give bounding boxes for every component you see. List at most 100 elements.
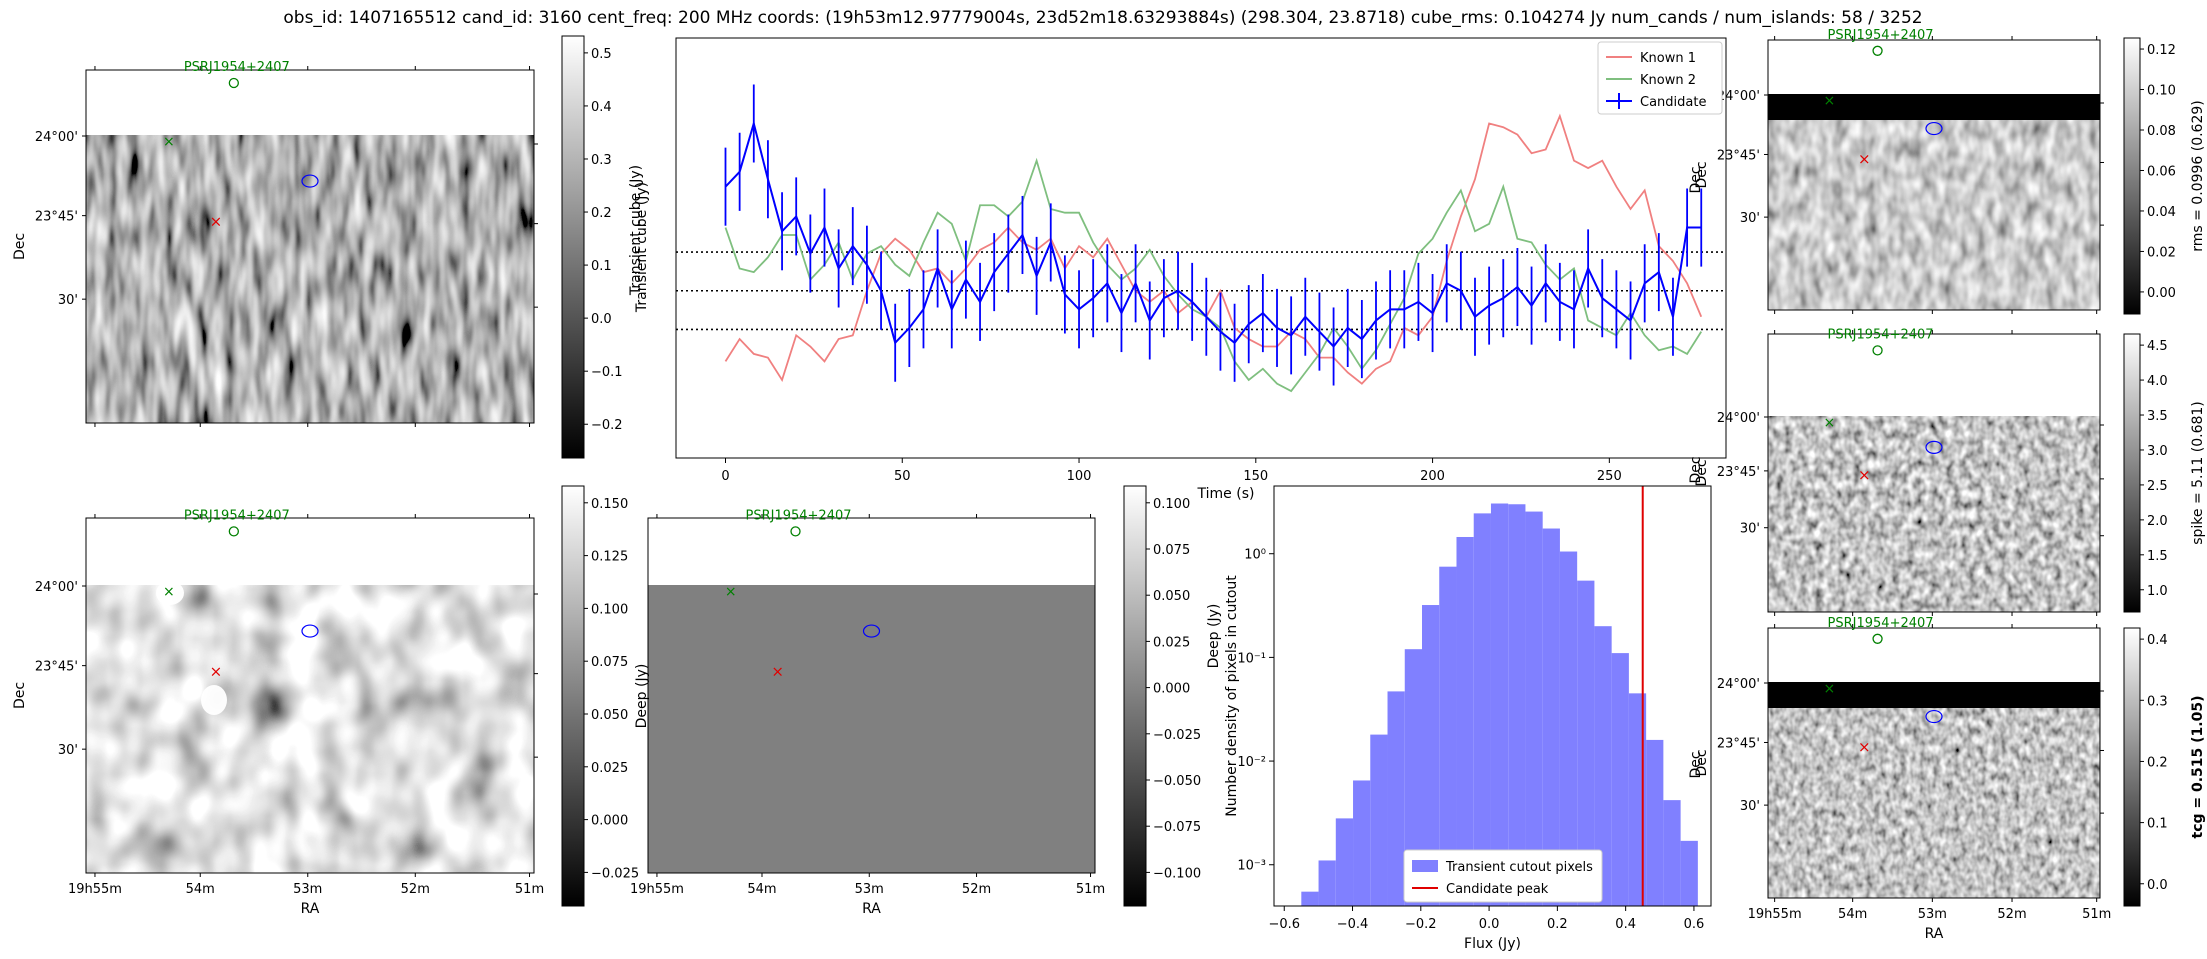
rms-dec-axis-label: Dec [1694, 161, 1710, 188]
deep-source-label: PSRJ1954+2407 [184, 508, 290, 523]
deep-cbar-tick-label: 0.125 [591, 550, 628, 565]
blank-cbar-tick-label: −0.050 [1153, 774, 1201, 789]
histogram-x-tick-label: −0.2 [1405, 917, 1437, 932]
right-dec-axis-label: Dec [1688, 456, 1704, 483]
tcg-frame [1767, 627, 2101, 899]
rms-cbar-tick-label: 0.00 [2147, 286, 2176, 301]
transient-dec-tick-label: 23°45' [35, 210, 78, 225]
histogram-bar [1421, 605, 1440, 906]
spike-nodata [1768, 334, 2100, 416]
blank-source-marker [790, 526, 801, 537]
deep-known-cross: × [163, 584, 175, 600]
blank-ra-tick-label: 54m [747, 882, 776, 897]
histogram-chart: −0.6 −0.4 −0.2 0.0 0.2 0.4 0.6 Flux (Jy) 10⁰ 10⁻¹… [1206, 485, 1712, 952]
histogram-bar [1353, 780, 1371, 906]
tcg-cbar-tick-label: 0.1 [2147, 817, 2168, 832]
blank-ra-tick-label: 53m [855, 882, 884, 897]
blank-colorbar [1123, 485, 1147, 907]
transient-cbar-tick-label: 0.3 [591, 153, 612, 168]
transient-known-cross: × [163, 134, 175, 150]
spike-dec-tick-label: 23°45' [1717, 465, 1760, 480]
rms-source-label: PSRJ1954+2407 [1828, 28, 1934, 43]
spike-cbar-tick-label: 4.0 [2147, 374, 2168, 389]
tcg-known-cross: × [1824, 681, 1836, 697]
transient-cbar-tick-label: −0.2 [591, 418, 623, 433]
rms-dec-tick-label: 24°00' [1717, 89, 1760, 104]
transient-colorbar [561, 35, 585, 459]
spike-candidate-cross: × [1858, 466, 1871, 484]
spike-source-marker [1872, 345, 1883, 356]
histogram-bar [1646, 739, 1664, 906]
spike-cbar-tick-label: 2.0 [2147, 514, 2168, 529]
transient-cbar-tick-label: 0.5 [591, 47, 612, 62]
blank-source-label: PSRJ1954+2407 [745, 508, 851, 523]
figure-title: obs_id: 1407165512 cand_id: 3160 cent_fr… [283, 8, 1922, 28]
lightcurve-legend-box [1597, 41, 1723, 115]
rms-candidate-cross: × [1858, 150, 1871, 168]
rms-colorbar [2123, 37, 2141, 315]
histogram-bar [1456, 536, 1474, 906]
histogram-bar [1680, 840, 1698, 906]
histogram-frame [1273, 485, 1712, 907]
histogram-bar [1508, 504, 1526, 906]
tcg-dec-tick-label: 24°00' [1717, 677, 1760, 692]
tcg-ra-tick-label: 51m [2082, 907, 2111, 922]
blank-image [648, 585, 1095, 873]
deep-dec-tick-label: 23°45' [35, 660, 78, 675]
histogram-bar [1577, 580, 1595, 906]
tcg-cbar-tick-label: 0.2 [2147, 755, 2168, 770]
deep-cbar-tick-label: 0.050 [591, 708, 628, 723]
histogram-bar [1370, 734, 1388, 906]
lightcurve-frame [675, 37, 1727, 459]
deep-image [86, 585, 534, 873]
tcg-dec-tick-label: 30' [1740, 799, 1760, 814]
histogram-legend-swatch [1412, 860, 1438, 872]
transient-colorbar-label: Transient cube (Jy) [634, 182, 650, 313]
rms-candidate-contour [1925, 121, 1943, 136]
transient-source-label: PSRJ1954+2407 [184, 60, 290, 75]
histogram-x-tick-label: 0.2 [1547, 917, 1568, 932]
image-layers [86, 40, 2100, 898]
deep-frame [85, 517, 535, 874]
tcg-cbar-tick-label: 0.3 [2147, 694, 2168, 709]
transient-dec-tick-label: 30' [58, 293, 78, 308]
histogram-bar [1318, 860, 1336, 906]
blank-cbar-tick-label: −0.025 [1153, 728, 1201, 743]
transient-dec-tick-label: 24°00' [35, 130, 78, 145]
spike-frame [1767, 333, 2101, 613]
deep-colorbar-label: Deep (Jy) [634, 664, 650, 729]
blank-candidate-cross: × [771, 662, 784, 680]
spike-cbar-tick-label: 3.0 [2147, 444, 2168, 459]
transient-dec-axis-label: Dec [12, 233, 28, 260]
spike-dec-axis-label: Dec [1694, 459, 1710, 486]
rms-frame [1767, 39, 2101, 311]
rms-nodata [1768, 40, 2100, 94]
panel-frames: PSRJ1954+2407 × × 24°00' 23°45' 30' Dec 0.5 0.4 0… [12, 28, 2206, 942]
deep-candidate-contour [301, 624, 319, 638]
lightcurve-chart: 0 50 100 150 200 250 Time (s) Known 1 Known 2 Can… [675, 37, 1727, 502]
blank-cbar-tick-label: −0.075 [1153, 820, 1201, 835]
transient-image [86, 135, 534, 423]
lightcurve-legend-label: Known 1 [1640, 51, 1696, 66]
blank-nodata [648, 518, 1095, 585]
lightcurve-legend-label: Known 2 [1640, 73, 1696, 88]
deep-candidate-cross: × [210, 662, 223, 680]
blank-known-cross: × [725, 584, 737, 600]
histogram-bar [1542, 528, 1560, 906]
rms-cbar-tick-label: 0.12 [2147, 43, 2176, 58]
histogram-bar [1301, 891, 1319, 906]
right-dec-axis-label: Dec [1688, 751, 1704, 778]
histogram-legend-box [1403, 849, 1603, 903]
spike-cbar-tick-label: 2.5 [2147, 479, 2168, 494]
deep-ra-tick-label: 51m [515, 882, 544, 897]
histogram-x-tick-label: −0.4 [1337, 917, 1369, 932]
histogram-bar [1335, 818, 1354, 906]
tcg-dec-axis-label: Dec [1694, 749, 1710, 776]
rms-image [1768, 94, 2100, 310]
lightcurve-series-candidate [724, 119, 1702, 349]
lightcurve-x-tick-label: 100 [1067, 469, 1092, 484]
histogram-x-tick-label: −0.6 [1268, 917, 1300, 932]
blank-cbar-tick-label: 0.025 [1153, 635, 1190, 650]
lightcurve-x-tick-label: 50 [894, 469, 911, 484]
